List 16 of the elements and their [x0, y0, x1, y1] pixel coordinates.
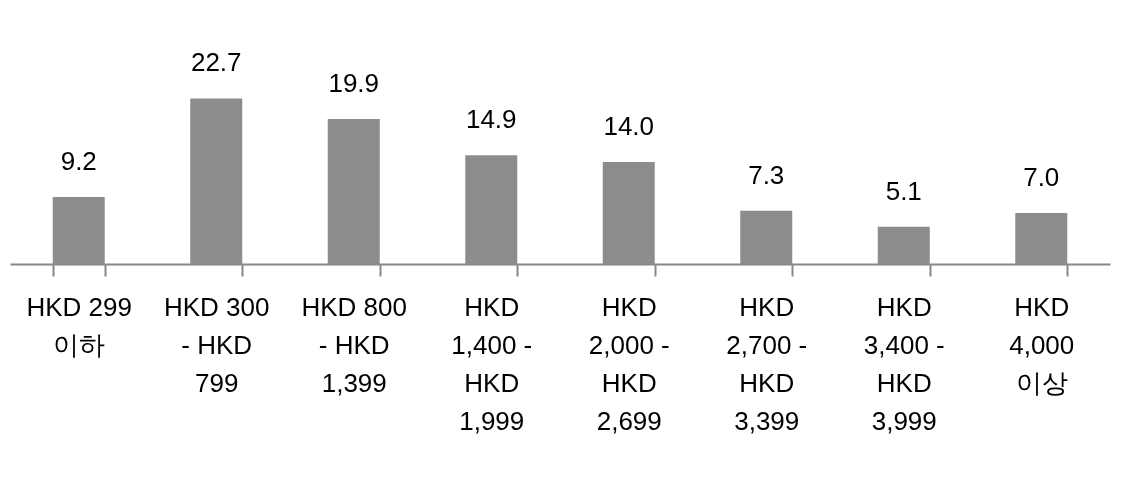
data-label: 7.3 [748, 159, 785, 190]
data-label: 22.7 [190, 47, 242, 78]
x-tick-label: HKD 300 - HKD 799 [164, 291, 270, 398]
data-label: 14.9 [465, 104, 517, 135]
x-tick-label: HKD 2,000 - HKD 2,699 [588, 291, 670, 436]
x-tick-label: HKD 800 - HKD 1,399 [301, 291, 407, 398]
x-tick-label: HKD 4,000 이상 [1009, 291, 1075, 398]
data-label: 7.0 [1023, 161, 1060, 192]
data-label: 14.0 [603, 110, 655, 141]
x-tick-label: HKD 3,400 - HKD 3,999 [863, 291, 945, 436]
data-label: 5.1 [885, 175, 922, 206]
x-tick-label: HKD 1,400 - HKD 1,999 [451, 291, 533, 436]
x-tick-label: HKD 299 이하 [26, 291, 132, 360]
data-label: 9.2 [60, 145, 97, 176]
data-label: 19.9 [328, 67, 380, 98]
x-tick-label: HKD 2,700 - HKD 3,399 [726, 291, 808, 436]
